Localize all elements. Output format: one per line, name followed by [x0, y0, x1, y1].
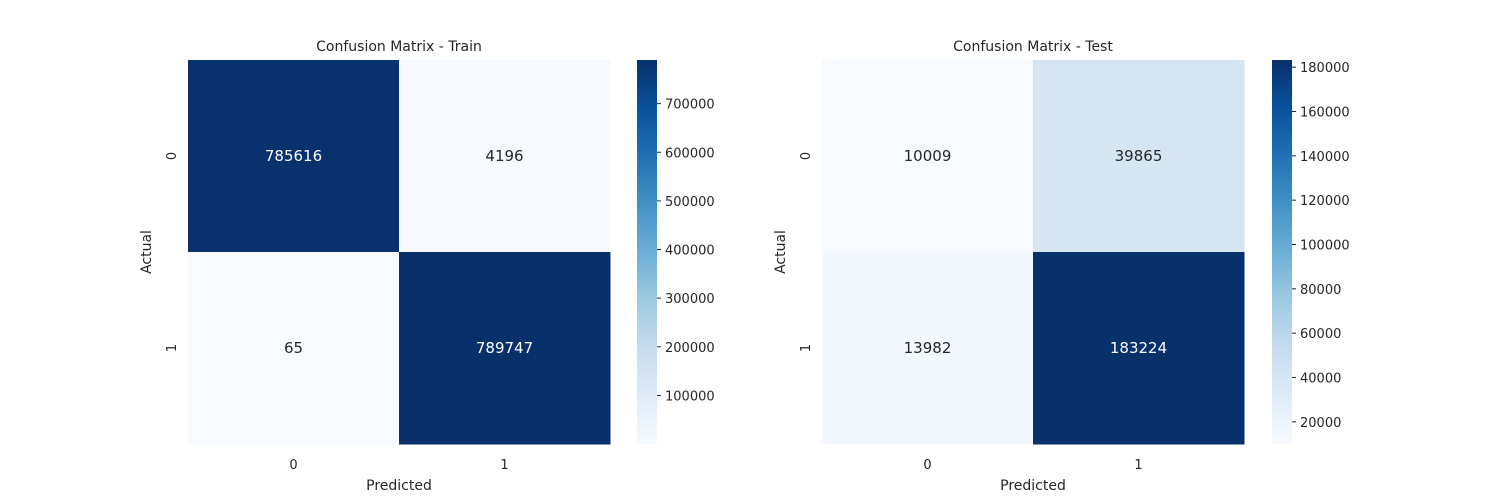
heatmap-cell: [188, 60, 400, 253]
colorbar-tick-label: 60000: [1300, 327, 1341, 342]
colorbar-tick-label: 600000: [665, 146, 715, 161]
colorbar-tick-label: 40000: [1300, 372, 1341, 387]
y-tick-label: 1: [165, 344, 180, 352]
cell-value-label: 789747: [476, 339, 533, 357]
colorbar-tick-label: 500000: [665, 195, 715, 210]
colorbar-ticks: 100000 200000 300000 400000 500000 600000 7000…: [657, 98, 715, 404]
chart-title: Confusion Matrix - Test: [953, 39, 1113, 55]
heatmap-cell: [822, 60, 1034, 253]
heatmap-cell: [1033, 60, 1245, 253]
x-tick-label: 0: [923, 458, 931, 473]
cell-value-label: 4196: [485, 147, 523, 165]
cell-value-label: 10009: [904, 147, 952, 165]
x-tick-label: 1: [1134, 458, 1142, 473]
y-tick-label: 0: [165, 152, 180, 160]
colorbar-tick-label: 100000: [665, 389, 715, 404]
heatmap-cell: [399, 252, 611, 445]
heatmap-cells: 785616 4196 65 789747: [188, 60, 611, 445]
colorbar-tick-label: 200000: [665, 341, 715, 356]
colorbar: [637, 60, 657, 444]
y-axis-label: Actual: [139, 230, 155, 274]
colorbar-tick-label: 400000: [665, 244, 715, 259]
colorbar-tick-label: 20000: [1300, 416, 1341, 431]
y-tick-label: 1: [799, 344, 814, 352]
x-axis-label: Predicted: [1000, 478, 1066, 494]
colorbar: [1272, 60, 1292, 444]
colorbar-tick-label: 180000: [1300, 61, 1350, 76]
chart-title: Confusion Matrix - Train: [316, 39, 482, 55]
axis-ticks: 0 1 0 1: [799, 152, 1143, 473]
colorbar-tick-label: 300000: [665, 292, 715, 307]
colorbar-tick-label: 160000: [1300, 105, 1350, 120]
heatmap-panel-train: Confusion Matrix - Train 785616 4196 65 789…: [139, 39, 715, 494]
colorbar-tick-label: 120000: [1300, 194, 1350, 209]
colorbar-ticks: 20000 40000 60000 80000 100000 120000 140000 16…: [1292, 61, 1350, 431]
heatmap-cells: 10009 39865 13982 183224: [822, 60, 1245, 445]
x-tick-label: 0: [289, 458, 297, 473]
colorbar-tick-label: 700000: [665, 98, 715, 113]
colorbar-tick-label: 140000: [1300, 150, 1350, 165]
heatmap-cell: [188, 252, 400, 445]
heatmap-cell: [1033, 252, 1245, 445]
x-axis-label: Predicted: [366, 478, 432, 494]
axis-ticks: 0 1 0 1: [165, 152, 509, 473]
cell-value-label: 65: [284, 339, 303, 357]
y-tick-label: 0: [799, 152, 814, 160]
cell-value-label: 39865: [1115, 147, 1163, 165]
colorbar-tick-label: 100000: [1300, 238, 1350, 253]
cell-value-label: 785616: [265, 147, 322, 165]
cell-value-label: 183224: [1110, 339, 1167, 357]
x-tick-label: 1: [500, 458, 508, 473]
colorbar-tick-label: 80000: [1300, 283, 1341, 298]
cell-value-label: 13982: [904, 339, 952, 357]
heatmap-cell: [399, 60, 611, 253]
y-axis-label: Actual: [773, 230, 789, 274]
heatmap-cell: [822, 252, 1034, 445]
